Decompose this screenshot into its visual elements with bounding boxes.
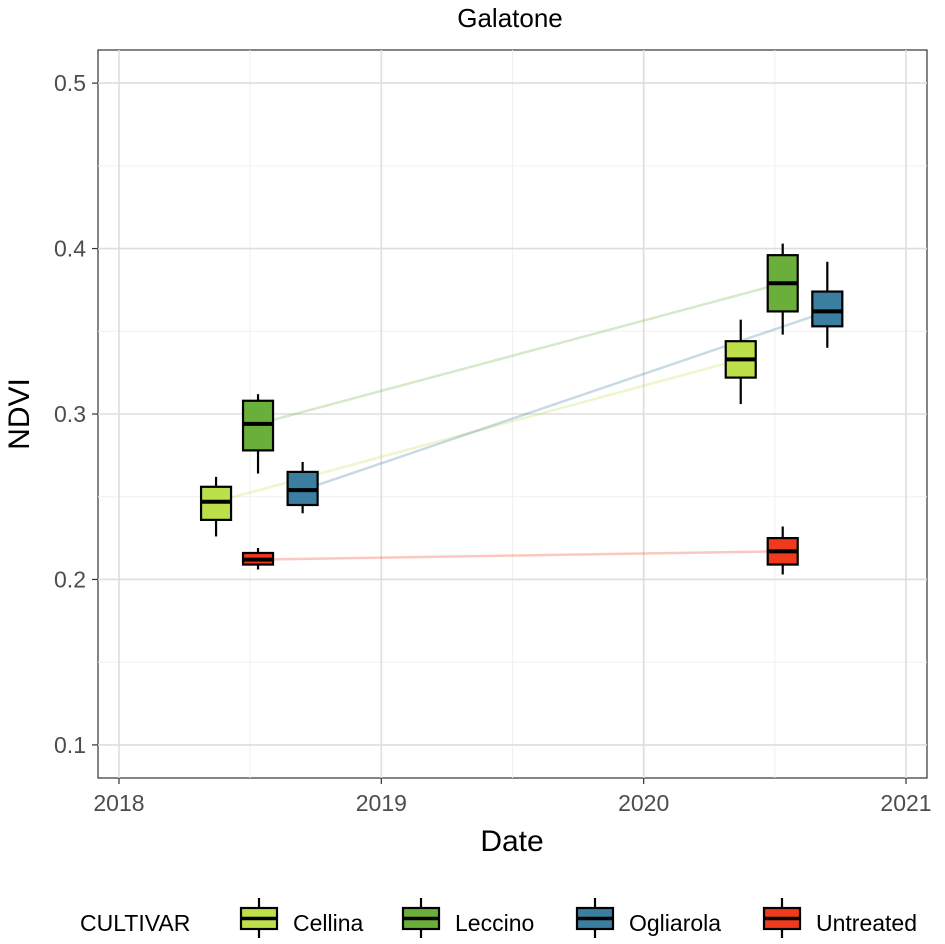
legend-label: Untreated (816, 910, 917, 936)
y-tick-label: 0.3 (54, 401, 86, 427)
legend-item-leccino: Leccino (401, 898, 534, 938)
box-untreated (241, 548, 275, 570)
box-cellina (199, 476, 233, 537)
x-tick-label: 2021 (880, 790, 931, 816)
box-iqr (811, 290, 844, 328)
legend-title: CULTIVAR (80, 910, 190, 936)
plot-panel (97, 49, 928, 779)
x-tick-label: 2018 (93, 790, 144, 816)
legend-item-untreated: Untreated (762, 898, 917, 938)
legend-item-ogliarola: Ogliarola (575, 898, 721, 938)
legend-label: Cellina (293, 910, 364, 936)
legend-item-cellina: Cellina (239, 898, 364, 938)
legend-label: Leccino (455, 910, 534, 936)
y-tick-label: 0.2 (54, 566, 86, 592)
y-axis-title: NDVI (3, 378, 36, 450)
y-tick-label: 0.4 (54, 236, 86, 262)
gridlines (98, 50, 927, 778)
x-tick-label: 2019 (356, 790, 407, 816)
y-tick-label: 0.5 (54, 70, 86, 96)
box-ogliarola (286, 461, 319, 514)
box-ogliarola (811, 261, 844, 348)
chart-title: Galatone (457, 3, 563, 33)
x-axis: 2018 2019 2020 2021 (93, 778, 932, 816)
box-cellina (724, 319, 757, 405)
box-leccino (241, 394, 275, 474)
boxes (199, 243, 844, 575)
y-tick-label: 0.1 (54, 732, 86, 758)
legend-label: Ogliarola (629, 910, 721, 936)
trend-lines (215, 282, 828, 561)
x-tick-label: 2020 (618, 790, 669, 816)
trend-line-untreated (258, 550, 783, 561)
legend: CULTIVAR Cellina Leccino Ogliarola Untreate… (80, 898, 917, 938)
box-untreated (766, 526, 799, 575)
x-axis-title: Date (480, 825, 543, 858)
box-leccino (766, 243, 799, 335)
trend-line-leccino (257, 282, 784, 426)
y-axis: 0.1 0.2 0.3 0.4 0.5 (54, 70, 98, 758)
